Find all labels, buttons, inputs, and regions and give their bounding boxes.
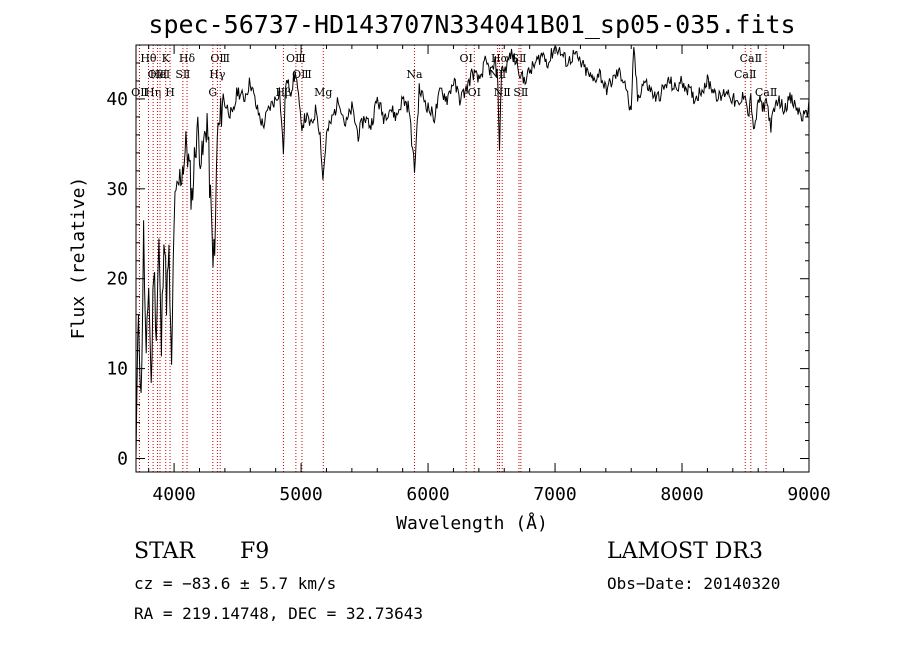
- line-marker-label: Hα: [491, 52, 509, 65]
- line-marker-label: OⅠ: [459, 52, 472, 65]
- spectrum-line: [135, 46, 810, 459]
- y-tick-label: 40: [106, 89, 128, 110]
- line-marker-label: CaⅡ: [755, 86, 777, 99]
- line-marker-label: Na: [406, 68, 423, 81]
- y-axis: 0 10 20 30 40: [106, 62, 809, 470]
- y-tick-label: 0: [117, 449, 128, 470]
- line-marker-label: OⅠ: [468, 86, 481, 99]
- y-axis-label: Flux (relative): [68, 177, 89, 340]
- survey-name: LAMOST DR3: [607, 539, 763, 564]
- y-tick-label: 30: [106, 179, 128, 200]
- line-marker-label: OⅢ: [286, 52, 306, 65]
- line-marker-label: Hη: [145, 86, 161, 99]
- chart-title: spec-56737-HD143707N334041B01_sp05-035.f…: [148, 10, 795, 39]
- redshift-readout: cz = −83.6 ± 5.7 km/s: [134, 574, 337, 593]
- line-marker-label: Mg: [314, 86, 332, 99]
- line-marker-label: G: [208, 86, 217, 99]
- x-axis-label: Wavelength (Å): [396, 512, 548, 534]
- x-tick-label: 9000: [787, 484, 830, 505]
- line-marker-label: K: [162, 52, 171, 65]
- line-marker-label: CaⅡ: [734, 68, 756, 81]
- y-tick-label: 20: [106, 269, 128, 290]
- x-tick-label: 7000: [533, 484, 576, 505]
- line-marker-label: OⅢ: [210, 52, 230, 65]
- line-marker-label: NⅡ: [494, 86, 511, 99]
- line-marker-label: SⅡ: [175, 68, 190, 81]
- line-marker-label: Hθ: [140, 52, 157, 65]
- x-tick-label: 8000: [660, 484, 703, 505]
- line-marker-label: Hγ: [209, 68, 226, 81]
- line-marker-label: OⅡ: [131, 86, 148, 99]
- object-subclass: F9: [240, 539, 270, 564]
- x-tick-label: 4000: [152, 484, 195, 505]
- x-axis: 4000 5000 6000 7000 8000 9000: [148, 45, 831, 505]
- spectrum-series: [135, 46, 810, 459]
- y-tick-label: 10: [106, 359, 128, 380]
- line-marker-label: Hδ: [179, 52, 196, 65]
- line-marker-label: CaⅡ: [740, 52, 762, 65]
- line-marker-label: HeⅠ: [150, 68, 170, 81]
- observation-date: Obs−Date: 20140320: [607, 574, 781, 593]
- coordinates-readout: RA = 219.14748, DEC = 32.73643: [134, 604, 423, 623]
- line-marker-label: H: [165, 86, 175, 99]
- x-tick-label: 5000: [279, 484, 322, 505]
- line-marker-label: OⅢ: [148, 68, 168, 81]
- object-class: STAR: [134, 539, 195, 564]
- line-marker-label: SⅡ: [513, 86, 528, 99]
- line-marker-label: OⅢ: [292, 68, 312, 81]
- plot-frame: [135, 44, 810, 473]
- x-tick-label: 6000: [406, 484, 449, 505]
